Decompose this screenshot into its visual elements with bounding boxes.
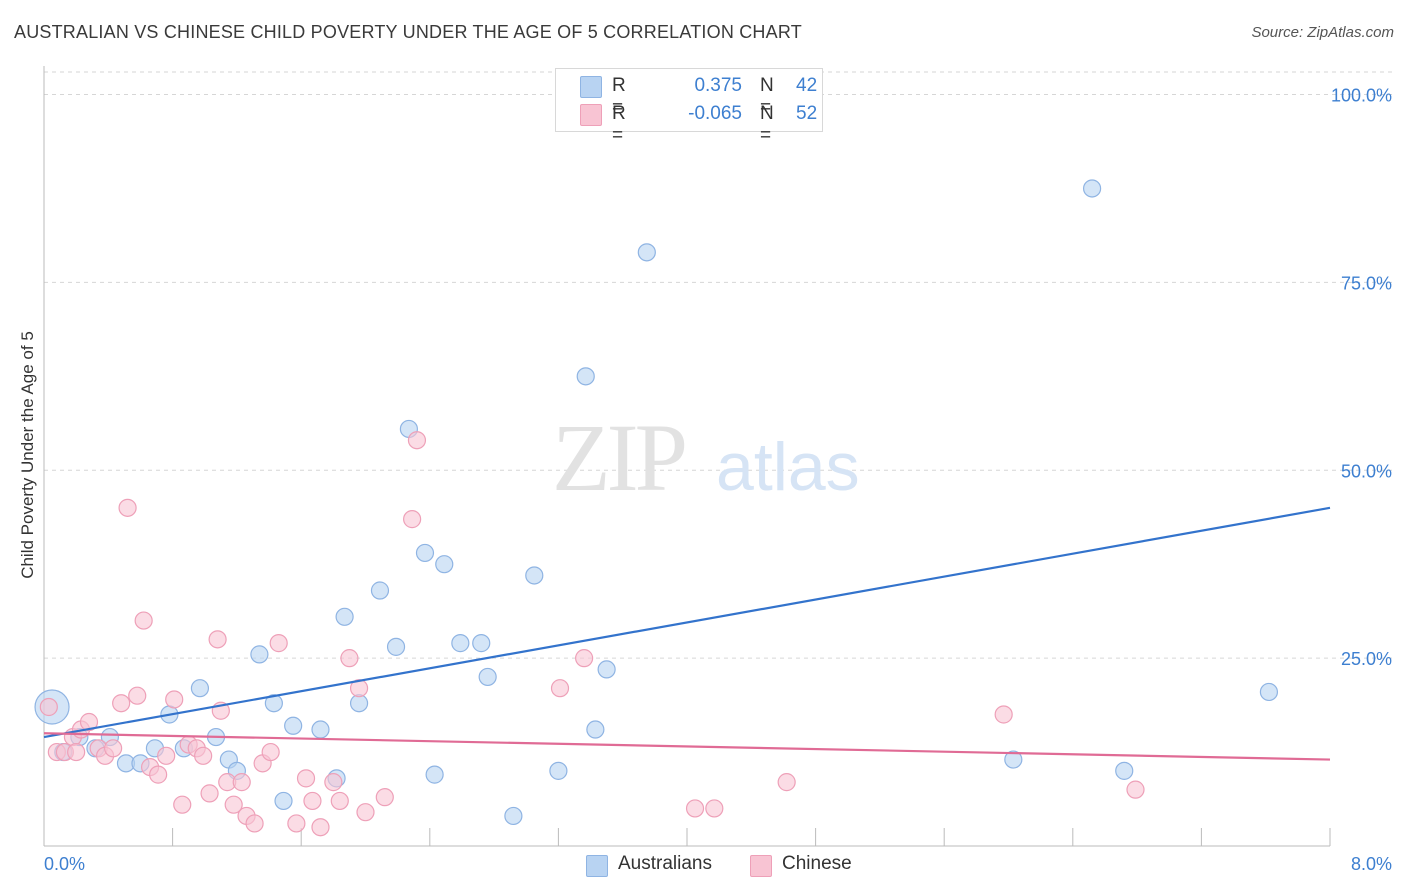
legend-label: Chinese	[782, 853, 852, 874]
australians-point	[478, 667, 497, 687]
chinese-point	[104, 739, 123, 758]
y-tick-label: 100.0%	[1331, 86, 1392, 106]
chinese-point	[67, 742, 86, 762]
chinese-point	[149, 765, 168, 784]
australians-point	[250, 645, 269, 664]
chinese-point	[200, 784, 219, 803]
australians-point	[190, 679, 210, 698]
australians-swatch	[586, 855, 608, 877]
chinese-point	[375, 788, 394, 807]
australians-point	[451, 634, 470, 653]
chinese-point	[575, 649, 594, 668]
chinese-point	[208, 630, 227, 649]
australians-point	[576, 367, 595, 386]
australians-point	[1082, 179, 1102, 198]
australians-point	[504, 806, 523, 826]
australians-point	[415, 543, 435, 563]
n-value: 52	[796, 103, 818, 124]
chinese-point	[245, 814, 264, 833]
australians-point	[1004, 750, 1023, 769]
chinese-point	[118, 498, 137, 517]
australians-point	[335, 607, 354, 626]
legend-label: Australians	[618, 853, 712, 874]
chinese-point	[269, 634, 288, 653]
series-legend: Australians Chinese	[0, 850, 1406, 878]
chinese-point	[685, 799, 705, 818]
chinese-point	[777, 773, 796, 792]
watermark-atlas: atlas	[716, 429, 860, 505]
australians-point	[274, 791, 293, 811]
australians-point	[264, 694, 283, 713]
r-value: -0.065	[688, 103, 742, 124]
australians-point	[549, 761, 568, 780]
chinese-swatch	[750, 855, 772, 877]
australians-point	[1259, 682, 1279, 702]
australians-point	[586, 720, 605, 739]
chinese-point	[403, 510, 422, 529]
chinese-point	[134, 611, 153, 630]
australians-swatch	[580, 76, 602, 98]
chinese-point	[349, 679, 369, 698]
chinese-point	[550, 679, 570, 698]
chinese-point	[303, 791, 322, 811]
australians-point	[386, 637, 406, 656]
n-label: N =	[760, 75, 774, 118]
chinese-point	[261, 742, 280, 762]
chinese-trend-line	[43, 732, 1331, 761]
australians-point	[525, 566, 544, 585]
watermark-zip: ZIP	[552, 404, 685, 511]
y-tick-label: 25.0%	[1341, 649, 1392, 669]
australians-point	[597, 660, 616, 679]
chinese-point	[112, 694, 131, 713]
chinese-point	[311, 818, 330, 837]
chinese-point	[287, 814, 306, 833]
chinese-point	[128, 686, 147, 705]
y-tick-label: 50.0%	[1341, 461, 1392, 481]
chinese-point	[194, 746, 213, 765]
australians-point	[1115, 761, 1134, 780]
chinese-point	[994, 705, 1013, 724]
chinese-point	[232, 773, 251, 792]
chart-title: AUSTRALIAN VS CHINESE CHILD POVERTY UNDE…	[14, 22, 802, 42]
watermark: ZIP atlas	[552, 404, 860, 511]
chinese-point	[705, 799, 724, 818]
n-value: 42	[796, 75, 818, 96]
australians-point	[435, 555, 454, 574]
n-label: N =	[760, 103, 774, 146]
chinese-point	[165, 690, 184, 709]
australians-point	[472, 634, 491, 653]
y-tick-label: 75.0%	[1341, 273, 1392, 293]
chinese-point	[173, 795, 192, 814]
chinese-swatch	[580, 104, 602, 126]
chinese-point	[39, 697, 58, 717]
australians-point	[370, 581, 390, 600]
chinese-point	[324, 773, 343, 792]
australians-trend-line	[43, 506, 1331, 739]
chinese-point	[296, 769, 316, 788]
chinese-point	[157, 746, 176, 765]
stats-legend: R = 0.375 N = 42 R = -0.065 N = 52	[555, 68, 823, 146]
australians-point	[311, 720, 330, 739]
chinese-point	[356, 803, 375, 822]
chinese-point	[340, 649, 359, 668]
chinese-point	[224, 795, 243, 814]
x-tick-label: 8.0%	[1351, 854, 1392, 874]
r-label: R =	[612, 75, 626, 118]
chinese-point	[79, 712, 99, 732]
r-value: 0.375	[694, 75, 742, 96]
australians-point	[637, 243, 656, 262]
source-label: Source: ZipAtlas.com	[1251, 24, 1394, 41]
x-tick-label: 0.0%	[44, 854, 85, 874]
chinese-point	[407, 431, 427, 450]
r-label: R =	[612, 103, 626, 146]
chinese-point	[330, 791, 349, 811]
chinese-point	[1126, 780, 1145, 799]
australians-point	[425, 765, 444, 784]
australians-point	[284, 716, 303, 735]
